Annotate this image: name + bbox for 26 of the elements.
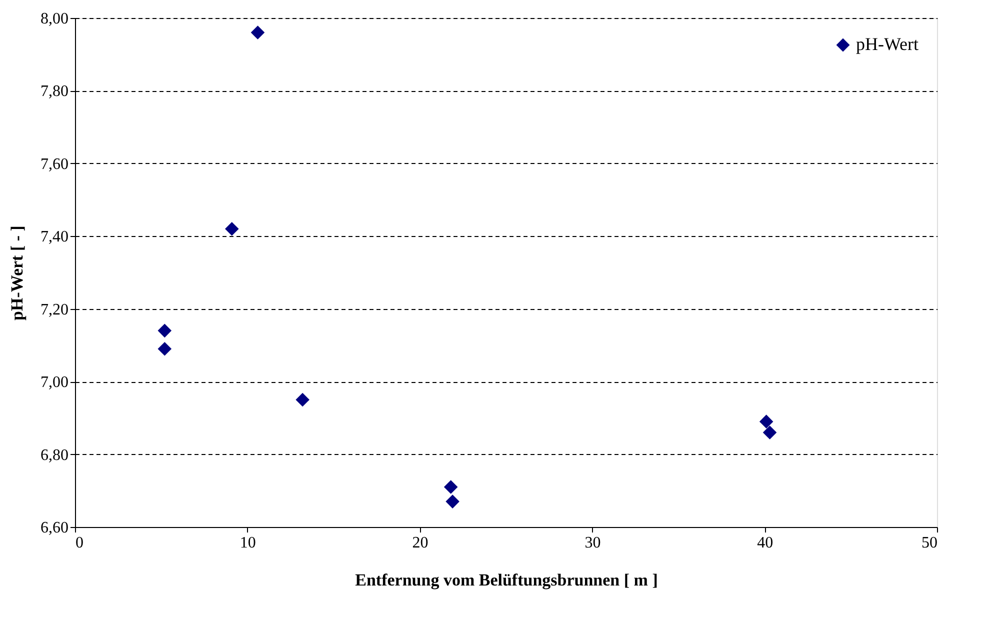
y-tick-label: 7,60 <box>40 156 68 173</box>
y-tick-label: 7,20 <box>40 301 68 318</box>
point <box>759 414 774 428</box>
point <box>762 426 777 440</box>
x-tick-label: 40 <box>757 534 774 552</box>
point <box>158 324 172 338</box>
y-tick-label: 7,40 <box>40 228 68 246</box>
point <box>296 392 310 407</box>
x-tick-label: 20 <box>412 534 428 552</box>
y-tick-label: 6,80 <box>40 446 68 464</box>
y-tick-label: 6,60 <box>40 520 68 536</box>
legend-label: pH-Wert <box>856 34 919 54</box>
x-tick-label: 50 <box>922 534 938 552</box>
y-tick-label: 8,00 <box>40 10 68 28</box>
point <box>444 480 458 494</box>
point <box>446 494 460 508</box>
x-tick-label: 0 <box>76 534 84 552</box>
y-tick-label: 7,00 <box>40 374 68 392</box>
point <box>158 342 172 356</box>
x-tick-label: 10 <box>240 534 256 552</box>
y-axis-title: pH-Wert [ - ] <box>8 226 26 320</box>
point <box>250 26 265 40</box>
x-axis-title: Entfernung vom Belüftungsbrunnen [ m ] <box>355 570 658 590</box>
point <box>224 222 239 236</box>
y-tick-label: 7,80 <box>40 83 68 100</box>
x-tick-label: 30 <box>584 534 601 552</box>
